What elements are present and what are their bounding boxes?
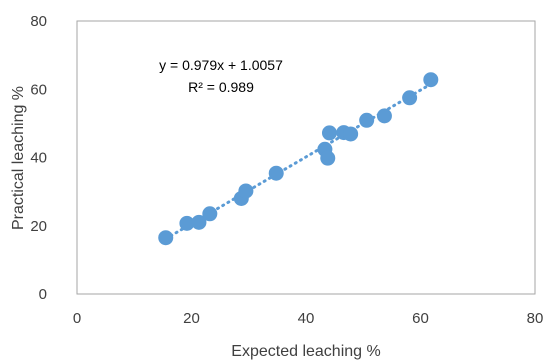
plot-area-border xyxy=(76,20,536,295)
y-axis-title: Practical leaching % xyxy=(10,86,27,230)
y-tick-label: 0 xyxy=(39,286,47,303)
data-point xyxy=(238,183,254,199)
data-point xyxy=(202,206,218,222)
y-axis-ticks: 0 20 40 60 80 xyxy=(30,13,47,303)
x-tick-label: 20 xyxy=(183,310,200,327)
data-point xyxy=(158,230,174,246)
data-point xyxy=(423,72,439,88)
y-tick-label: 20 xyxy=(30,218,47,235)
data-points-layer xyxy=(158,72,439,246)
data-point xyxy=(402,90,418,106)
data-point xyxy=(320,150,336,166)
trendline-equation: y = 0.979x + 1.0057 xyxy=(159,57,283,73)
data-point xyxy=(376,108,392,124)
data-point xyxy=(343,126,359,142)
r-squared-label: R² = 0.989 xyxy=(188,79,254,95)
data-point xyxy=(268,165,284,181)
data-point xyxy=(321,125,337,141)
data-point xyxy=(191,214,207,230)
x-tick-label: 80 xyxy=(527,310,544,327)
x-tick-label: 60 xyxy=(412,310,429,327)
x-tick-label: 0 xyxy=(73,310,81,327)
data-point xyxy=(359,112,375,128)
data-point xyxy=(179,215,195,231)
x-axis-title: Expected leaching % xyxy=(231,343,380,360)
y-tick-label: 60 xyxy=(30,81,47,98)
x-tick-label: 40 xyxy=(298,310,315,327)
y-tick-label: 40 xyxy=(30,150,47,167)
x-axis-ticks: 0 20 40 60 80 xyxy=(73,310,544,327)
y-tick-label: 80 xyxy=(30,13,47,30)
